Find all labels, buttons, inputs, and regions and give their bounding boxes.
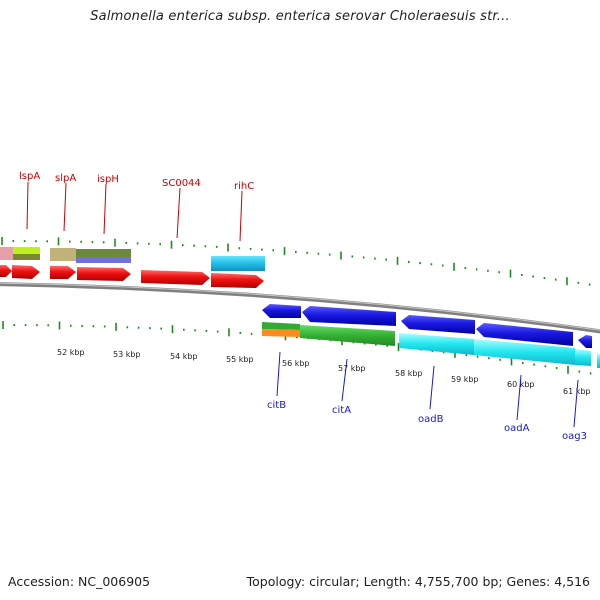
gene-label-slpA: slpA xyxy=(55,173,76,184)
feature-bar xyxy=(575,349,591,366)
cds-arrow xyxy=(211,273,264,288)
gene-label-rihC: rihC xyxy=(234,181,254,192)
gene-label-citA: citA xyxy=(332,405,351,416)
feature-bar xyxy=(262,329,300,337)
kbp-label: 60 kbp xyxy=(507,380,535,389)
kbp-label: 53 kbp xyxy=(113,350,141,359)
cds-arrow xyxy=(12,265,40,279)
cds-arrow xyxy=(50,266,76,279)
kbp-label: 55 kbp xyxy=(226,355,254,364)
kbp-label: 54 kbp xyxy=(170,352,198,361)
feature-bar xyxy=(300,325,395,346)
feature-bar xyxy=(0,247,13,260)
cds-arrow xyxy=(77,267,131,281)
cds-arrow xyxy=(578,335,592,348)
feature-bar xyxy=(50,248,76,261)
kbp-label: 59 kbp xyxy=(451,375,479,384)
cds-arrow xyxy=(141,270,210,285)
kbp-label: 56 kbp xyxy=(282,359,310,368)
cds-arrow xyxy=(0,265,12,277)
feature-bar xyxy=(597,354,600,368)
feature-bar xyxy=(262,322,300,330)
feature-bar xyxy=(76,257,131,263)
feature-bar xyxy=(13,247,40,254)
gene-label-oadB: oadB xyxy=(418,414,444,425)
gene-label-ispH: ispH xyxy=(97,174,119,185)
cds-arrow xyxy=(302,306,396,326)
cds-arrow xyxy=(401,315,475,334)
upper-tick-row xyxy=(1,237,591,286)
feature-bar xyxy=(13,254,40,260)
accession-label: Accession: NC_006905 xyxy=(8,574,151,589)
gene-label-lspA: lspA xyxy=(19,171,40,182)
gene-label-SC0044: SC0044 xyxy=(162,178,201,189)
feature-bar xyxy=(399,333,474,355)
cds-arrow xyxy=(262,304,301,318)
feature-bar xyxy=(76,249,131,257)
kbp-label: 58 kbp xyxy=(395,369,423,378)
feature-bar xyxy=(474,339,575,365)
kbp-label: 57 kbp xyxy=(338,364,366,373)
reverse-features: citB citA oadB oadA oag3 xyxy=(262,304,600,442)
gene-label-oag3: oag3 xyxy=(562,431,587,442)
genome-summary: Topology: circular; Length: 4,755,700 bp… xyxy=(246,574,590,589)
cds-arrow xyxy=(476,323,573,346)
genome-backbone xyxy=(0,282,600,334)
kbp-label: 52 kbp xyxy=(57,348,85,357)
forward-features: lspA slpA ispH SC0044 rihC xyxy=(0,171,265,288)
gene-label-citB: citB xyxy=(267,400,286,411)
gene-label-oadA: oadA xyxy=(504,423,530,434)
map-title: Salmonella enterica subsp. enterica sero… xyxy=(90,9,510,24)
feature-bar xyxy=(211,256,265,271)
